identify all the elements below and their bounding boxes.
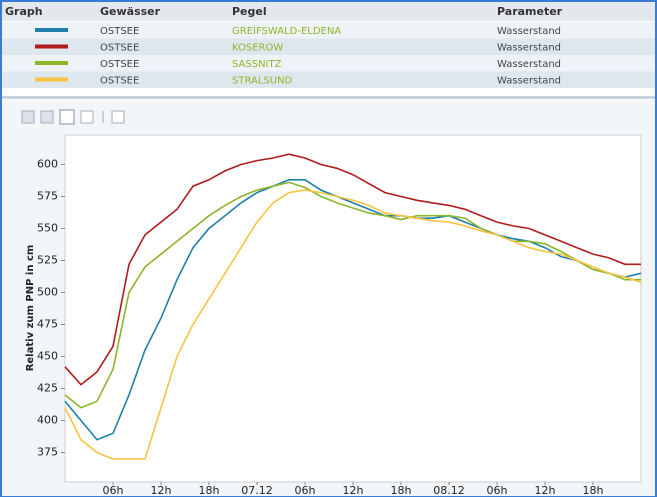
pan-button[interactable] <box>59 109 75 125</box>
y-tick-label: 425 <box>37 382 58 395</box>
x-tick-label: 18h <box>199 484 220 497</box>
table-row <box>2 38 655 55</box>
table-cell: Wasserstand <box>497 59 561 70</box>
x-tick-label: 18h <box>391 484 412 497</box>
x-tick-label: 12h <box>343 484 364 497</box>
y-tick-label: 400 <box>37 414 58 427</box>
y-tick-label: 525 <box>37 253 58 266</box>
y-axis-label: Relativ zum PNP in cm <box>25 245 36 372</box>
series-line <box>64 181 641 409</box>
series-line <box>64 179 642 441</box>
table-cell: Wasserstand <box>497 26 561 37</box>
color-swatch <box>35 77 68 82</box>
table-row <box>2 71 655 88</box>
table-cell: OSTSEE <box>100 76 139 87</box>
y-tick-label: 375 <box>37 446 58 459</box>
table-row <box>2 55 655 72</box>
table-cell: OSTSEE <box>100 59 139 70</box>
y-tick-label: 550 <box>37 221 58 234</box>
column-header: Parameter <box>497 5 563 18</box>
table-cell: OSTSEE <box>100 26 139 37</box>
table-cell: Wasserstand <box>497 76 561 87</box>
x-tick-label: 12h <box>535 484 556 497</box>
color-swatch <box>35 44 68 49</box>
x-tick-label: 08.12 <box>433 484 465 497</box>
plot-area <box>64 134 642 483</box>
toolbar <box>21 109 125 125</box>
back-button[interactable] <box>21 110 35 124</box>
splitter <box>2 96 655 99</box>
table-cell: GREIFSWALD-ELDENA <box>232 26 341 37</box>
table-cell: OSTSEE <box>100 43 139 54</box>
column-header: Pegel <box>232 5 267 18</box>
table-header <box>2 2 655 21</box>
column-header: Gewässer <box>100 5 161 18</box>
y-tick-label: 575 <box>37 189 58 202</box>
zoom-button[interactable] <box>80 110 94 124</box>
column-header: Graph <box>5 5 43 18</box>
y-tick-label: 450 <box>37 350 58 363</box>
table-cell: SASSNITZ <box>232 59 282 70</box>
table-cell: STRALSUND <box>232 76 293 87</box>
x-tick-label: 07.12 <box>241 484 273 497</box>
y-tick-label: 500 <box>37 285 58 298</box>
table-cell: KOSEROW <box>232 43 283 54</box>
x-tick-label: 06h <box>295 484 316 497</box>
series-line <box>64 153 641 386</box>
color-swatch <box>35 61 68 65</box>
fit-button[interactable] <box>111 110 125 124</box>
y-tick-label: 475 <box>37 318 58 331</box>
forward-button[interactable] <box>40 110 54 124</box>
table-row <box>2 22 655 39</box>
x-tick-label: 06h <box>103 484 124 497</box>
y-tick-label: 600 <box>37 157 58 170</box>
x-tick-label: 06h <box>487 484 508 497</box>
series-line <box>64 189 642 460</box>
x-tick-label: 12h <box>151 484 172 497</box>
x-tick-label: 18h <box>583 484 604 497</box>
table-cell: Wasserstand <box>497 43 561 54</box>
color-swatch <box>35 28 68 32</box>
